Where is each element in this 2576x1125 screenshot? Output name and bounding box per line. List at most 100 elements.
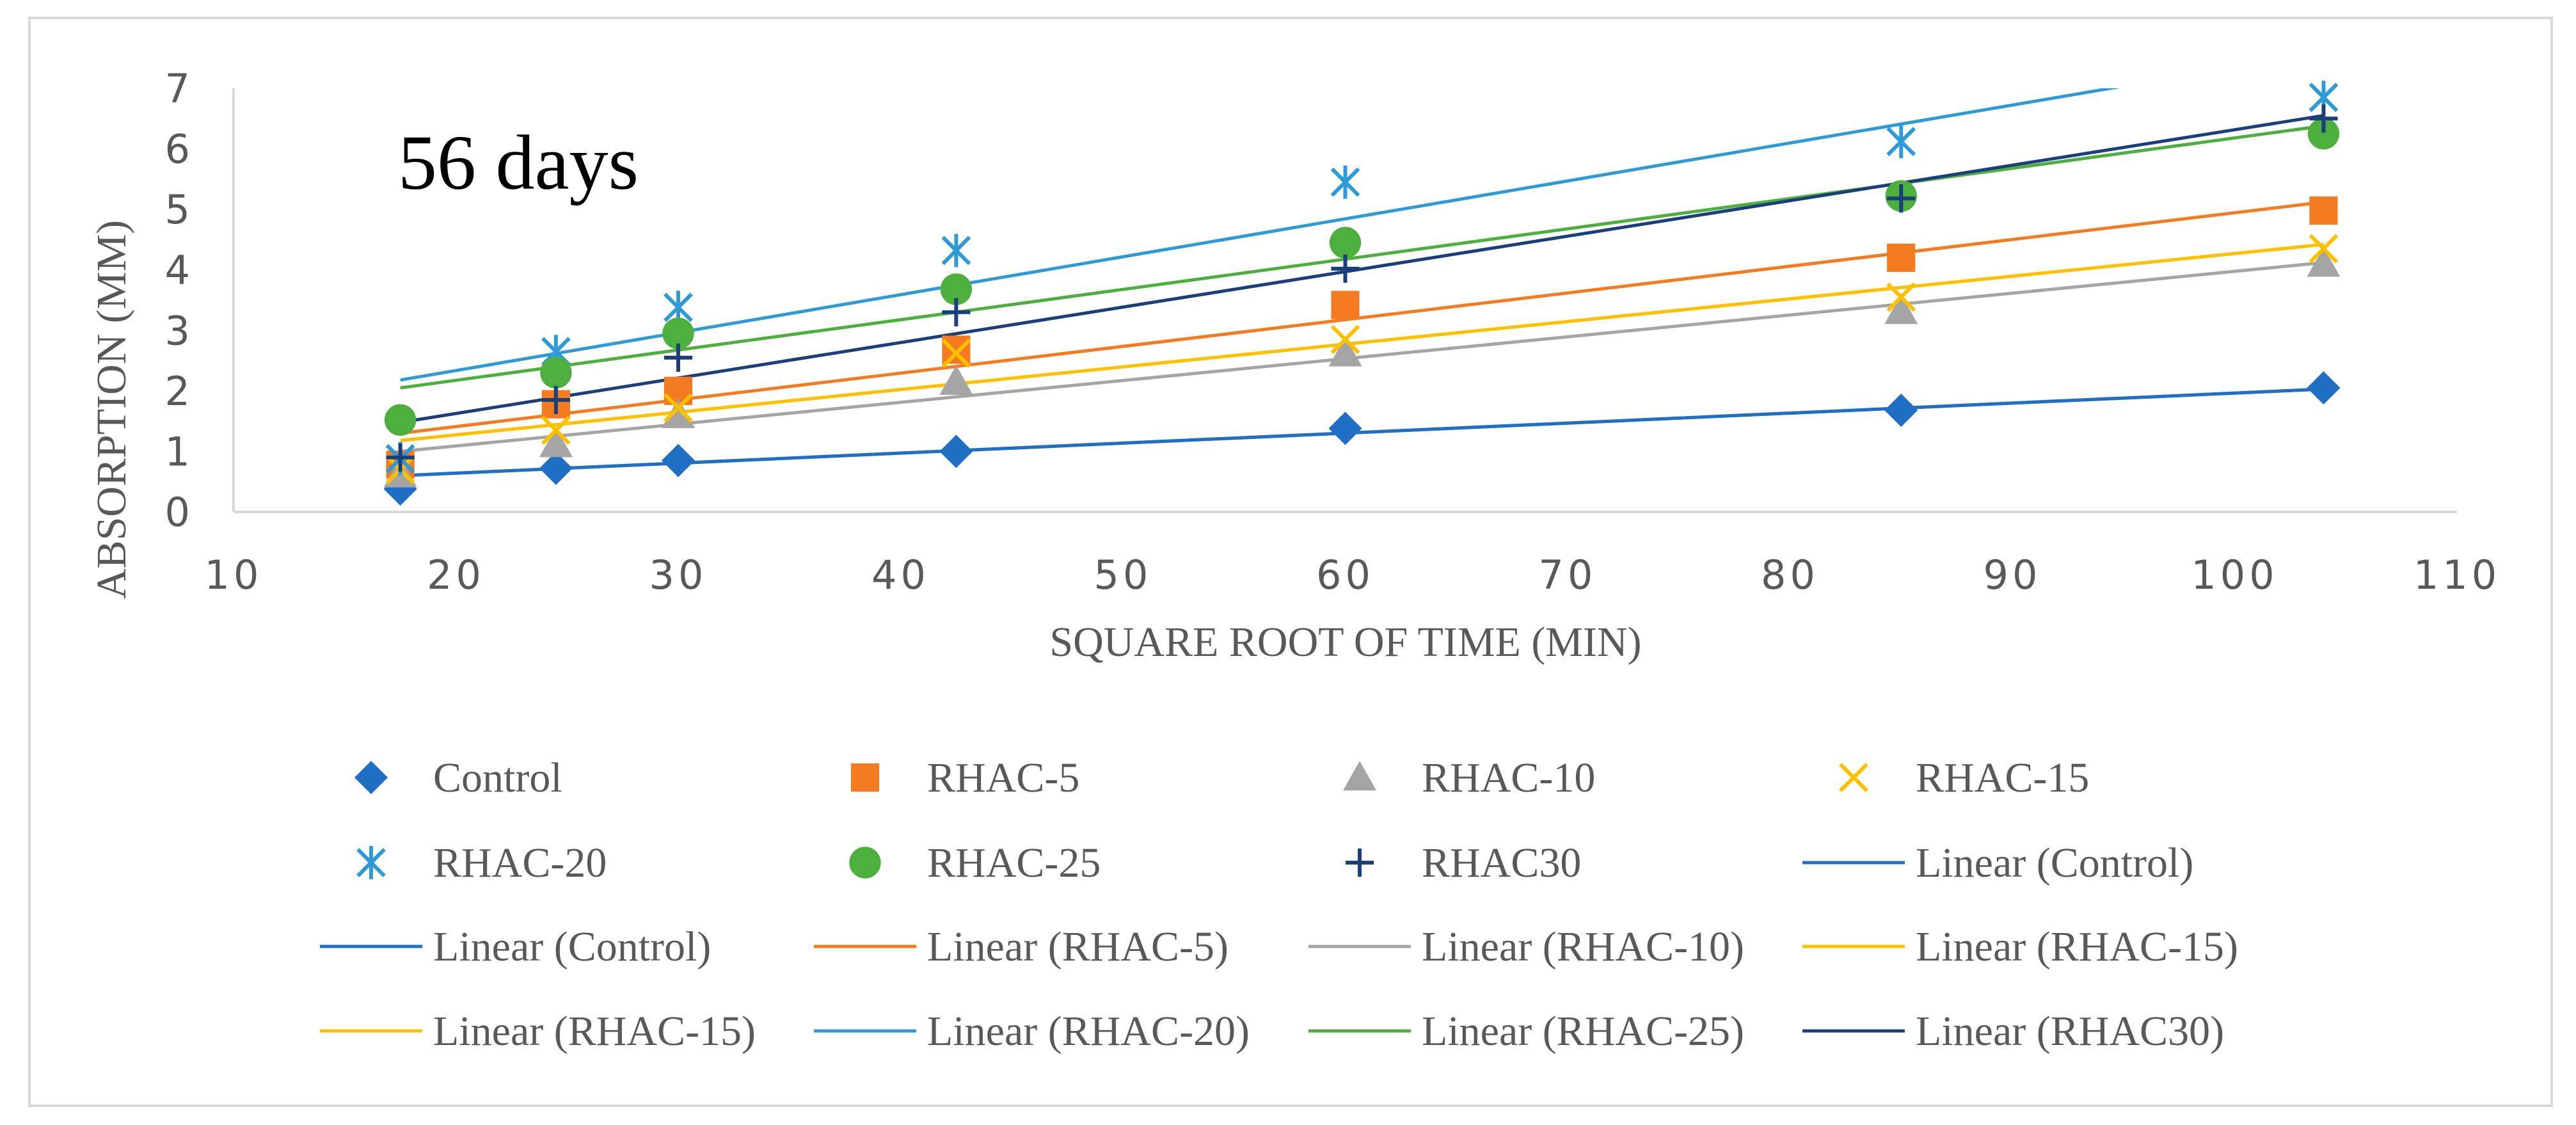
data-point <box>1330 165 1360 199</box>
data-point <box>1331 291 1360 319</box>
chart-annotation: 56 days <box>398 120 639 206</box>
x-tick-label: 50 <box>1094 552 1152 598</box>
x-tick-label: 110 <box>2413 552 2500 598</box>
data-point <box>540 356 572 389</box>
y-tick-label: 5 <box>165 186 190 233</box>
legend: Control RHAC-5 RHAC-10 RHAC-15 RHAC-20 RHAC-2… <box>320 754 2238 1055</box>
y-tick-label: 6 <box>165 126 190 173</box>
data-point <box>1328 411 1362 445</box>
circle-shape <box>662 317 694 349</box>
square-shape <box>942 335 971 364</box>
data-point <box>1886 282 1916 312</box>
legend-label: RHAC-5 <box>927 754 1079 801</box>
triangle-shape <box>662 398 695 428</box>
legend-item: RHAC-10 <box>1343 754 1595 801</box>
data-point <box>1886 125 1916 159</box>
legend-label: Linear (RHAC-25) <box>1422 1008 1744 1055</box>
legend-marker <box>1839 763 1868 792</box>
y-tick-label: 4 <box>165 247 190 294</box>
x-stroke <box>1330 324 1360 355</box>
trendline <box>400 88 2120 382</box>
legend-label: Linear (RHAC-15) <box>433 1008 756 1055</box>
series-control <box>383 371 2341 506</box>
legend-label: Linear (Control) <box>433 923 711 970</box>
data-point <box>662 317 694 349</box>
circle-shape <box>940 273 973 305</box>
x-stroke <box>541 415 571 445</box>
diamond-shape <box>1328 411 1362 445</box>
legend-label: RHAC-20 <box>433 840 607 886</box>
y-tick-label: 2 <box>165 368 190 415</box>
legend-marker <box>354 761 388 794</box>
trendlines <box>400 88 2324 477</box>
data-points <box>383 81 2341 506</box>
triangle-shape <box>1884 294 1918 324</box>
data-point <box>939 435 973 468</box>
x-stroke <box>1839 763 1868 792</box>
diamond-shape <box>354 761 388 794</box>
y-tick-label: 0 <box>165 489 190 536</box>
legend-label: Linear (RHAC30) <box>1916 1008 2224 1055</box>
legend-label: Linear (RHAC-10) <box>1422 923 1744 970</box>
data-point <box>941 234 971 267</box>
data-point <box>1328 337 1362 367</box>
y-tick-label: 1 <box>165 428 190 475</box>
data-point <box>2309 104 2338 133</box>
x-tick-label: 80 <box>1761 552 1819 598</box>
square-shape <box>850 763 880 792</box>
data-point <box>941 339 971 369</box>
legend-item: Linear (RHAC-20) <box>814 1008 1250 1055</box>
plot-area: 0 1 2 3 4 5 6 7 10 20 30 40 50 60 70 80 90 100 110 SQUARE R… <box>88 65 2500 666</box>
x-stroke <box>664 393 693 423</box>
data-point <box>386 443 415 472</box>
y-axis-title: ABSORPTION (MM) <box>88 220 135 599</box>
legend-item: Linear (RHAC-5) <box>814 923 1228 970</box>
legend-label: RHAC30 <box>1422 840 1581 886</box>
legend-item: Linear (RHAC-15) <box>320 1008 756 1055</box>
legend-label: Control <box>433 754 562 801</box>
y-tick-label: 3 <box>165 307 190 354</box>
legend-label: Linear (RHAC-5) <box>927 923 1228 970</box>
legend-item: Linear (Control) <box>320 923 711 970</box>
x-tick-label: 40 <box>871 552 930 598</box>
series-rhac30 <box>386 104 2338 472</box>
legend-marker <box>1343 761 1376 791</box>
diamond-shape <box>1884 394 1918 427</box>
trendline <box>400 200 2324 435</box>
legend-label: RHAC-25 <box>927 840 1101 886</box>
x-stroke <box>1886 282 1916 312</box>
legend-item: Linear (RHAC-25) <box>1308 1008 1744 1055</box>
data-point <box>1887 184 1916 213</box>
data-point <box>2307 118 2340 150</box>
circle-shape <box>1329 227 1362 259</box>
data-point <box>664 393 693 423</box>
y-tick-label: 7 <box>165 65 190 112</box>
legend-marker <box>1345 848 1374 877</box>
trendline <box>400 260 2324 453</box>
legend-label: Linear (RHAC-15) <box>1916 923 2238 970</box>
legend-item: Linear (RHAC-10) <box>1308 923 1744 970</box>
x-tick-label: 70 <box>1539 552 1597 598</box>
data-point <box>2309 196 2338 225</box>
data-point <box>1884 294 1918 324</box>
data-point <box>2307 371 2341 405</box>
triangle-shape <box>1343 761 1376 791</box>
triangle-shape <box>2307 247 2341 277</box>
diamond-shape <box>2307 371 2341 405</box>
square-shape <box>1887 243 1916 272</box>
chart-frame <box>28 17 2553 1107</box>
data-point <box>1329 227 1362 259</box>
data-point <box>662 443 695 477</box>
circle-shape <box>2307 118 2340 150</box>
legend-marker <box>849 847 881 879</box>
data-point <box>539 451 573 485</box>
x-tick-label: 20 <box>427 552 485 598</box>
data-point <box>942 298 971 327</box>
x-stroke <box>2309 234 2339 264</box>
data-point <box>664 343 693 372</box>
legend-label: Linear (Control) <box>1916 840 2193 886</box>
legend-item: Linear (Control) <box>1802 840 2193 886</box>
trendline <box>400 243 2324 442</box>
diamond-shape <box>539 451 573 485</box>
